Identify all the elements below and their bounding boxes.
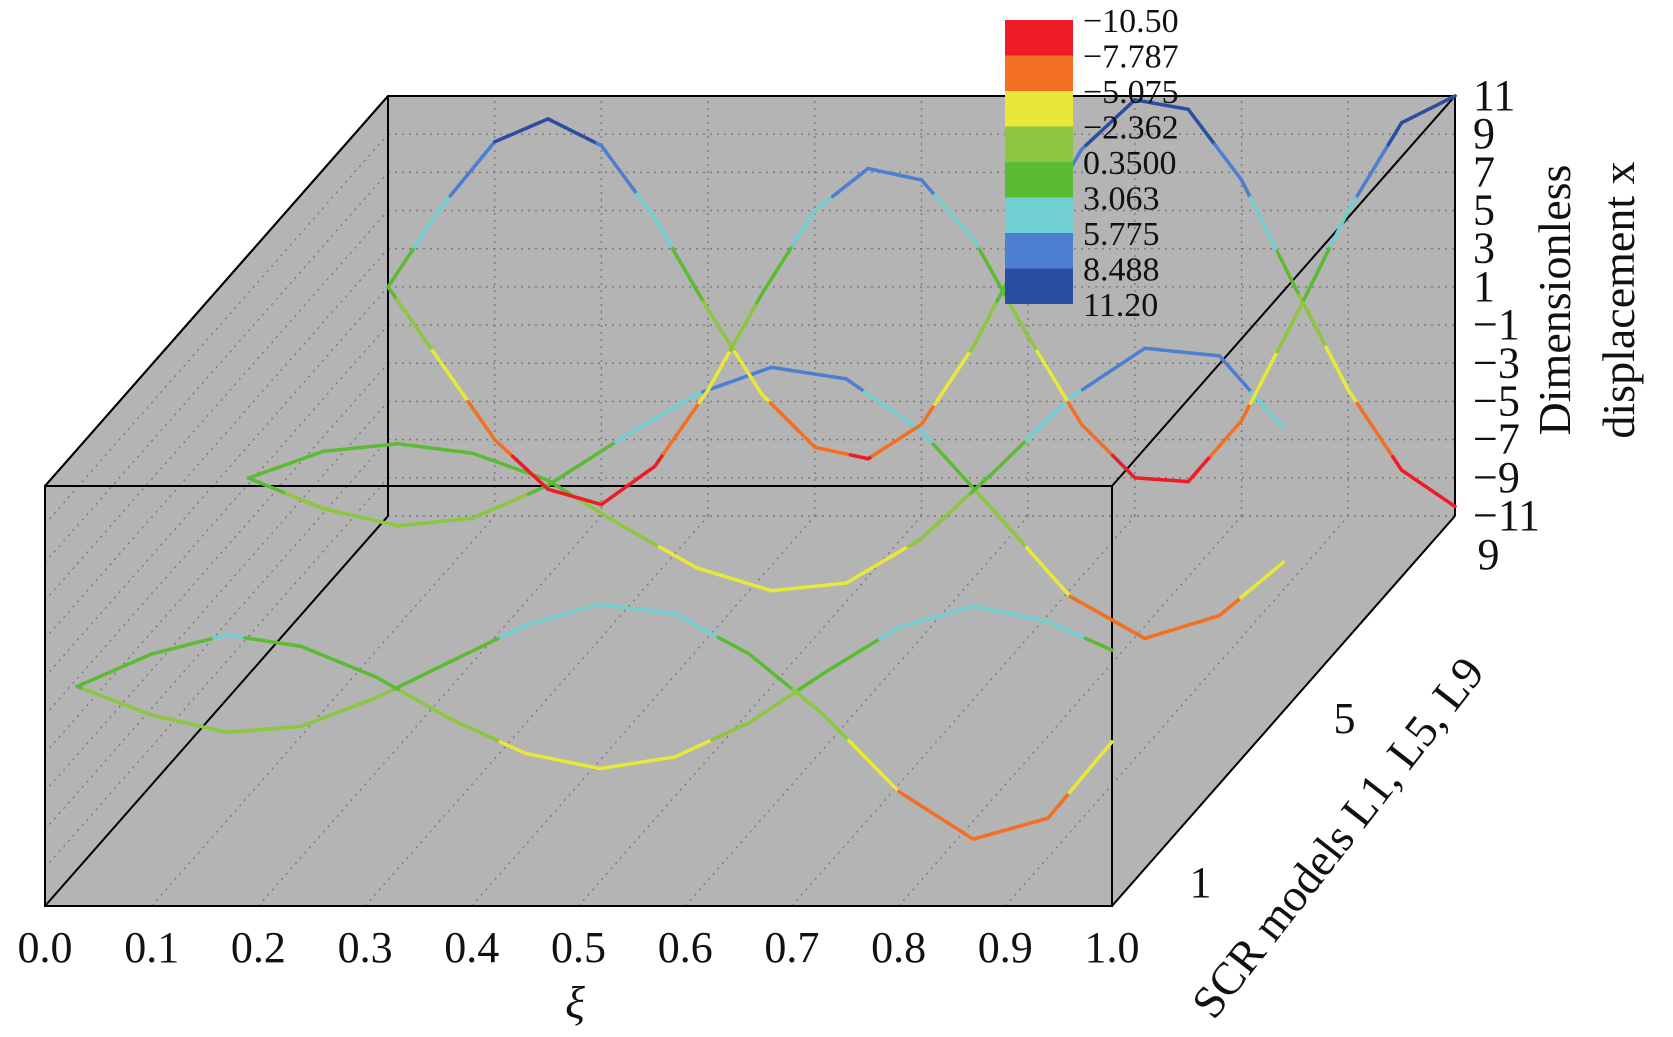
legend: −10.50−7.787−5.075−2.3620.35003.0635.775…	[1005, 3, 1179, 324]
frame-front	[44, 485, 1113, 907]
grid-line	[1004, 515, 1349, 907]
grid-line	[898, 515, 1243, 907]
z-tick-label: −5	[1473, 376, 1520, 425]
z-tick-label: −9	[1473, 453, 1520, 502]
z-tick-label: 11	[1473, 71, 1515, 120]
grid-line	[44, 439, 389, 831]
x-tick-label: 0.4	[444, 923, 499, 972]
x-tick-label: 0.1	[124, 923, 179, 972]
x-tick-label: 0.7	[764, 923, 819, 972]
grid-line	[44, 210, 389, 602]
box-panes	[45, 96, 1455, 906]
x-tick-label: 0.6	[658, 923, 713, 972]
grid-line	[44, 362, 389, 754]
x-tick-label: 0.3	[338, 923, 393, 972]
legend-level-label: 0.3500	[1083, 145, 1177, 182]
x-tick-label: 1.0	[1085, 923, 1140, 972]
legend-swatch	[1005, 55, 1073, 91]
z-tick-label: 9	[1473, 109, 1495, 158]
legend-level-label: −2.362	[1083, 110, 1179, 147]
grid-line	[44, 324, 389, 716]
grid-line	[791, 515, 1136, 907]
x-tick-label: 0.9	[978, 923, 1033, 972]
frame-floor-left	[44, 515, 389, 907]
z-tick-label: −1	[1473, 300, 1520, 349]
legend-level-label: 8.488	[1083, 252, 1160, 289]
grid-line	[44, 477, 389, 869]
grid-line	[471, 515, 816, 907]
legend-level-label: −7.787	[1083, 39, 1179, 76]
grid-line	[44, 286, 389, 678]
box-frame	[44, 95, 1458, 907]
z-tick-label: 1	[1473, 262, 1495, 311]
grid-line	[44, 171, 389, 563]
legend-swatch	[1005, 20, 1073, 56]
y-tick-label: 5	[1334, 694, 1356, 743]
front-pane	[45, 486, 1112, 906]
tick-labels: 0.0 0.1 0.2 0.3 0.4 0.5 0.6 0.7 0.8 0.9 1.01591197…	[18, 71, 1541, 972]
curve-L5-2-segment	[1276, 560, 1286, 569]
grid-line	[684, 515, 1029, 907]
legend-swatch	[1005, 268, 1073, 304]
curve-L5-1-segment	[1276, 420, 1286, 431]
legend-swatch	[1005, 197, 1073, 233]
curve-L1-2-segment	[1104, 740, 1114, 750]
curves	[75, 94, 1457, 841]
x-tick-label: 0.8	[871, 923, 926, 972]
x-tick-label: 0.0	[18, 923, 73, 972]
legend-level-label: 3.063	[1083, 181, 1160, 218]
legend-level-label: −10.50	[1083, 3, 1179, 40]
z-axis-label-line2: displacement x	[1593, 161, 1644, 438]
legend-level-label: 5.775	[1083, 216, 1160, 253]
legend-level-label: −5.075	[1083, 74, 1179, 111]
grid-line	[257, 515, 602, 907]
grid-line	[151, 515, 496, 907]
curve-L9-1-segment	[1448, 501, 1457, 509]
grid-lines	[44, 95, 1456, 907]
legend-swatch	[1005, 233, 1073, 269]
right-pane	[1112, 96, 1455, 906]
frame-floor-right	[1111, 515, 1456, 907]
x-axis-label: ξ	[565, 977, 585, 1028]
legend-level-label: 11.20	[1083, 287, 1158, 324]
grid-line	[44, 248, 389, 640]
frame-left-edge	[44, 95, 389, 487]
legend-swatch	[1005, 162, 1073, 198]
grid-line	[44, 400, 389, 792]
y-tick-label: 9	[1478, 530, 1500, 579]
grid-line	[364, 515, 709, 907]
curve-L9-2-segment	[1448, 94, 1457, 100]
z-tick-label: −3	[1473, 338, 1520, 387]
y-tick-label: 1	[1189, 858, 1211, 907]
z-axis-label-line1: Dimensionless	[1529, 165, 1580, 436]
legend-swatch	[1005, 126, 1073, 162]
z-tick-label: −11	[1473, 491, 1540, 540]
x-tick-label: 0.5	[551, 923, 606, 972]
curve-L1-1-segment	[1104, 646, 1114, 652]
z-tick-label: 3	[1473, 224, 1495, 273]
x-tick-label: 0.2	[231, 923, 286, 972]
legend-swatch	[1005, 91, 1073, 127]
z-tick-label: 7	[1473, 147, 1495, 196]
z-tick-label: −7	[1473, 415, 1520, 464]
grid-line	[577, 515, 923, 907]
grid-line	[44, 133, 389, 525]
z-tick-label: 5	[1473, 186, 1495, 235]
